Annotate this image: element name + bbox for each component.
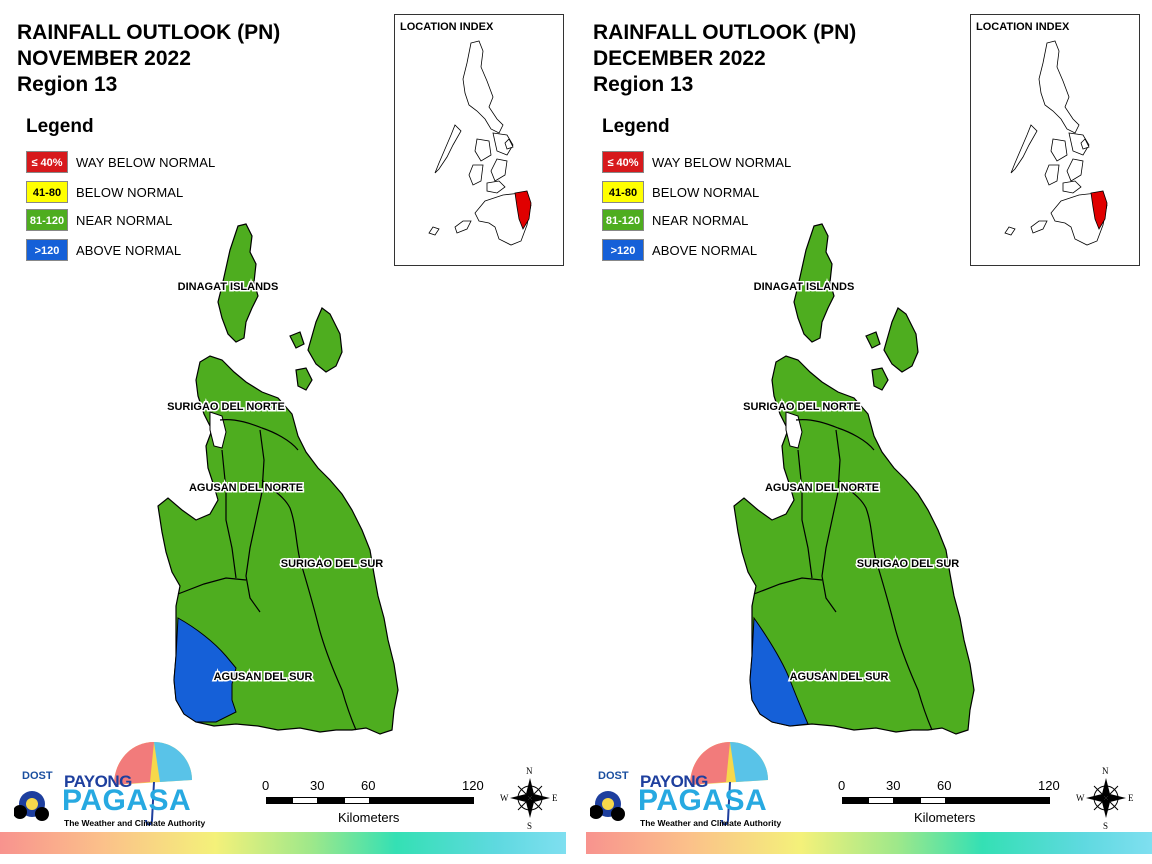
legend-swatch: ≤ 40% [26, 151, 68, 173]
legend-label: WAY BELOW NORMAL [652, 155, 792, 170]
region-13-rainfall-map: DINAGAT ISLANDS SURIGAO DEL NORTE AGUSAN… [733, 223, 975, 735]
title-line-1: RAINFALL OUTLOOK (PN) [593, 21, 857, 44]
scale-tick: 120 [1038, 778, 1060, 793]
label-dinagat-islands: DINAGAT ISLANDS [754, 281, 855, 293]
legend-label: ABOVE NORMAL [652, 243, 758, 258]
legend-swatch: >120 [602, 239, 644, 261]
dost-label: DOST [598, 770, 629, 782]
logo-tagline: The Weather and Climate Authority [64, 818, 206, 828]
siargao-island-shape [307, 307, 343, 373]
map-title: RAINFALL OUTLOOK (PN) DECEMBER 2022 Regi… [593, 20, 856, 98]
scale-bar: 0 30 60 120 Kilometers [838, 778, 1072, 828]
scale-units: Kilometers [338, 810, 400, 825]
title-line-2: NOVEMBER 2022 [17, 47, 191, 70]
label-agusan-del-sur: AGUSAN DEL SUR [790, 671, 889, 683]
compass-n: N [526, 766, 533, 776]
color-gradient-strip [586, 832, 1152, 854]
scale-tick: 0 [838, 778, 846, 793]
region-13-highlight [1090, 190, 1108, 230]
dost-label: DOST [22, 770, 53, 782]
compass-e: E [552, 793, 558, 803]
scale-tick: 30 [310, 778, 325, 793]
above-normal-zone [173, 617, 237, 723]
label-surigao-del-norte: SURIGAO DEL NORTE [743, 401, 861, 413]
legend-label: BELOW NORMAL [76, 185, 184, 200]
mainland-shape [157, 355, 399, 735]
location-index-label: LOCATION INDEX [400, 21, 494, 33]
legend-swatch: 41-80 [602, 181, 644, 203]
scale-tick: 120 [462, 778, 484, 793]
siargao-island-shape [883, 307, 919, 373]
compass-w: W [500, 793, 509, 803]
label-surigao-del-norte: SURIGAO DEL NORTE [167, 401, 285, 413]
location-index-inset: LOCATION INDEX [970, 14, 1140, 266]
title-line-1: RAINFALL OUTLOOK (PN) [17, 21, 281, 44]
legend-label: BELOW NORMAL [652, 185, 760, 200]
legend-swatch: 41-80 [26, 181, 68, 203]
legend-label: NEAR NORMAL [652, 213, 749, 228]
umbrella-icon [14, 742, 192, 826]
title-line-3: Region 13 [593, 73, 694, 96]
pagasa-label: PAGASA [638, 784, 768, 817]
compass-s: S [1103, 821, 1108, 831]
scale-bar: 0 30 60 120 Kilometers [262, 778, 496, 828]
legend-swatch: 81-120 [26, 209, 68, 231]
outlook-panel-december: RAINFALL OUTLOOK (PN) DECEMBER 2022 Regi… [576, 0, 1152, 864]
title-line-3: Region 13 [17, 73, 118, 96]
legend-swatch: 81-120 [602, 209, 644, 231]
payong-label: PAYONG [64, 772, 132, 791]
philippines-outline-map [428, 40, 532, 246]
scale-tick: 30 [886, 778, 901, 793]
dinagat-islands-shape [793, 223, 835, 343]
scale-tick: 60 [937, 778, 952, 793]
compass-icon: N S W E [1076, 766, 1134, 831]
compass-rose: N S W E [1076, 762, 1136, 832]
label-agusan-del-norte: AGUSAN DEL NORTE [189, 482, 303, 494]
label-agusan-del-sur: AGUSAN DEL SUR [214, 671, 313, 683]
legend-title: Legend [602, 116, 670, 137]
region-13-rainfall-map: DINAGAT ISLANDS SURIGAO DEL NORTE AGUSAN… [157, 223, 399, 735]
color-gradient-strip [0, 832, 566, 854]
location-index-label: LOCATION INDEX [976, 21, 1070, 33]
scale-tick: 0 [262, 778, 270, 793]
umbrella-icon [590, 742, 768, 826]
compass-n: N [1102, 766, 1109, 776]
legend-swatch: >120 [26, 239, 68, 261]
payong-label: PAYONG [640, 772, 708, 791]
label-surigao-del-sur: SURIGAO DEL SUR [281, 558, 384, 570]
legend-label: NEAR NORMAL [76, 213, 173, 228]
label-agusan-del-norte: AGUSAN DEL NORTE [765, 482, 879, 494]
payong-pagasa-logo: DOST PAYONG PAGASA The Weather and Clima… [14, 740, 214, 835]
dinagat-islands-shape [217, 223, 259, 343]
philippines-outline-map [1004, 40, 1108, 246]
map-title: RAINFALL OUTLOOK (PN) NOVEMBER 2022 Regi… [17, 20, 280, 98]
scale-tick: 60 [361, 778, 376, 793]
payong-pagasa-logo: DOST PAYONG PAGASA The Weather and Clima… [590, 740, 790, 835]
legend-label: WAY BELOW NORMAL [76, 155, 216, 170]
legend-title: Legend [26, 116, 94, 137]
compass-rose: N S W E [500, 762, 560, 832]
above-normal-zone [749, 616, 809, 727]
label-dinagat-islands: DINAGAT ISLANDS [178, 281, 279, 293]
logo-tagline: The Weather and Climate Authority [640, 818, 782, 828]
compass-w: W [1076, 793, 1085, 803]
compass-s: S [527, 821, 532, 831]
compass-icon: N S W E [500, 766, 558, 831]
label-surigao-del-sur: SURIGAO DEL SUR [857, 558, 960, 570]
scale-units: Kilometers [914, 810, 976, 825]
title-line-2: DECEMBER 2022 [593, 47, 766, 70]
pagasa-label: PAGASA [62, 784, 192, 817]
location-index-inset: LOCATION INDEX [394, 14, 564, 266]
compass-e: E [1128, 793, 1134, 803]
legend-swatch: ≤ 40% [602, 151, 644, 173]
legend-label: ABOVE NORMAL [76, 243, 182, 258]
region-13-highlight [514, 190, 532, 230]
mainland-shape [733, 355, 975, 735]
outlook-panel-november: RAINFALL OUTLOOK (PN) NOVEMBER 2022 Regi… [0, 14, 566, 854]
